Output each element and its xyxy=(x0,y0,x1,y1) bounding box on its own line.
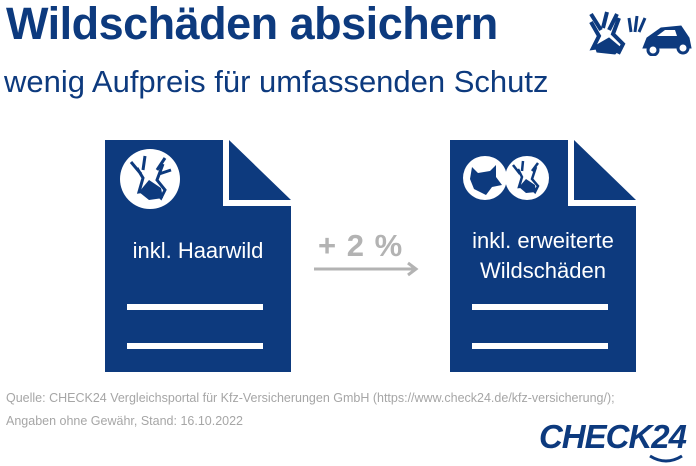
price-increase-label: + 2 % xyxy=(318,228,404,263)
document-label-line1: inkl. erweiterte xyxy=(472,228,614,253)
document-haarwild: inkl. Haarwild xyxy=(105,140,291,372)
deer-icon xyxy=(505,156,549,200)
page-title: Wildschäden absichern xyxy=(6,0,498,49)
arrow-right-icon xyxy=(314,261,419,277)
wolf-icon xyxy=(463,156,507,200)
logo-text: CHECK24 xyxy=(538,418,687,455)
source-note: Quelle: CHECK24 Vergleichsportal für Kfz… xyxy=(6,391,615,405)
page-subtitle: wenig Aufpreis für umfassenden Schutz xyxy=(4,64,549,99)
check24-logo: CHECK24 xyxy=(538,418,687,463)
document-erweiterte-wildschaeden: inkl. erweiterte Wildschäden xyxy=(450,140,636,372)
document-label-line2: Wildschäden xyxy=(480,258,606,283)
deer-car-collision-icon xyxy=(589,11,692,56)
disclaimer-note: Angaben ohne Gewähr, Stand: 16.10.2022 xyxy=(6,414,243,428)
logo-smile-icon xyxy=(649,454,683,463)
document-shape xyxy=(450,140,636,372)
deer-icon xyxy=(120,149,180,209)
document-label: inkl. Haarwild xyxy=(132,238,264,263)
